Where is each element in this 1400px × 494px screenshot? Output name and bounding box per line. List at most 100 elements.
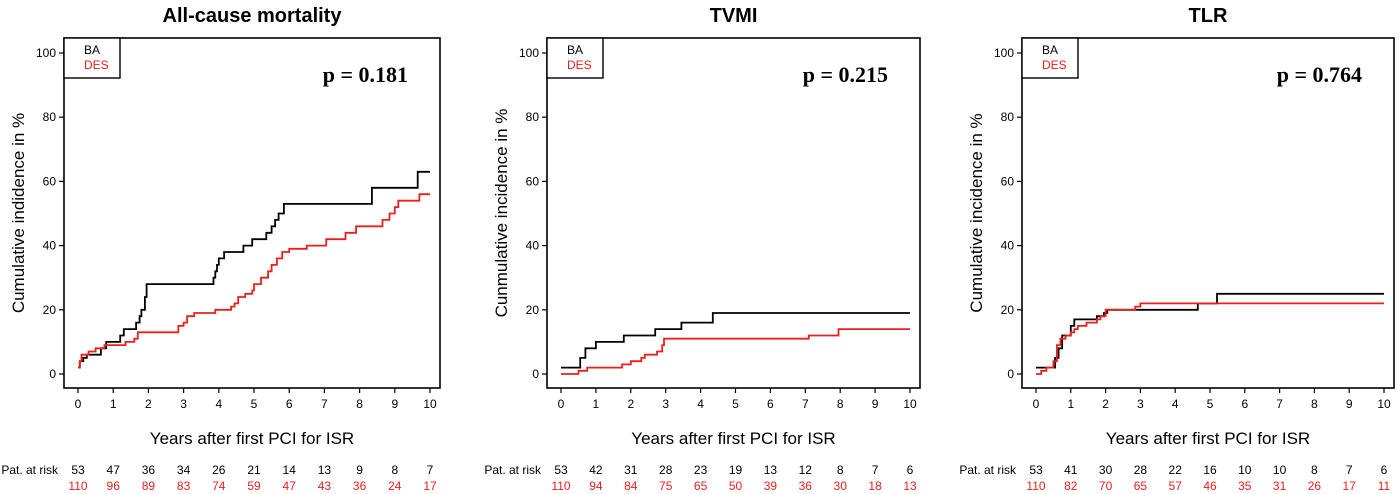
x-tick-label: 8 — [356, 397, 363, 411]
x-tick-label: 6 — [1241, 397, 1248, 411]
series-line-des — [78, 193, 430, 369]
at-risk-des: 47 — [283, 479, 297, 493]
y-tick-label: 0 — [532, 367, 539, 381]
legend-box — [1021, 37, 1079, 79]
x-axis-label: Years after first PCI for ISR — [1106, 429, 1310, 448]
chart-title: TLR — [1189, 5, 1228, 27]
x-tick-label: 6 — [767, 397, 774, 411]
legend-entry-des: DES — [1042, 58, 1067, 72]
at-risk-ba: 22 — [1169, 463, 1183, 477]
x-tick-label: 2 — [145, 397, 152, 411]
x-tick-label: 7 — [1276, 397, 1283, 411]
legend-entry-ba: BA — [1042, 43, 1058, 57]
at-risk-ba: 53 — [71, 463, 85, 477]
p-value: p = 0.215 — [803, 62, 888, 87]
x-tick-label: 1 — [110, 397, 117, 411]
at-risk-ba: 10 — [1273, 463, 1287, 477]
at-risk-ba: 13 — [318, 463, 332, 477]
at-risk-des: 18 — [868, 479, 882, 493]
x-tick-label: 1 — [1067, 397, 1074, 411]
chart-panel-3: TLR 0 20 40 60 80 100 0 1 2 3 4 5 6 7 8 9 10 Years after f… — [959, 5, 1395, 493]
at-risk-ba: 28 — [659, 463, 673, 477]
at-risk-des: 17 — [423, 479, 437, 493]
at-risk-des: 82 — [1064, 479, 1078, 493]
y-axis-label: Cunmulative incidence in % — [492, 109, 511, 318]
x-tick-label: 0 — [75, 397, 82, 411]
x-tick-label: 9 — [391, 397, 398, 411]
x-tick-label: 0 — [1033, 397, 1040, 411]
at-risk-des: 26 — [1308, 479, 1322, 493]
x-tick-label: 1 — [593, 397, 600, 411]
at-risk-des: 57 — [1169, 479, 1183, 493]
y-tick-label: 0 — [49, 367, 56, 381]
y-tick-label: 0 — [1007, 367, 1014, 381]
y-tick-label: 20 — [43, 303, 57, 317]
at-risk-des: 110 — [551, 479, 570, 493]
legend-entry-des: DES — [84, 58, 109, 72]
at-risk-ba: 26 — [212, 463, 226, 477]
at-risk-des: 24 — [388, 479, 402, 493]
x-tick-label: 10 — [423, 397, 437, 411]
plot-frame — [63, 37, 441, 389]
at-risk-ba: 14 — [283, 463, 297, 477]
at-risk-des: 30 — [834, 479, 848, 493]
at-risk-des: 75 — [659, 479, 673, 493]
legend-box — [63, 37, 121, 79]
at-risk-des: 84 — [624, 479, 638, 493]
x-tick-label: 9 — [1346, 397, 1353, 411]
at-risk-ba: 13 — [764, 463, 778, 477]
at-risk-ba: 16 — [1203, 463, 1217, 477]
legend-entry-ba: BA — [567, 43, 583, 57]
y-tick-label: 40 — [526, 239, 540, 253]
legend-entry-ba: BA — [84, 43, 100, 57]
x-tick-label: 3 — [180, 397, 187, 411]
at-risk-des: 46 — [1203, 479, 1217, 493]
at-risk-ba: 8 — [391, 463, 398, 477]
at-risk-des: 110 — [68, 479, 87, 493]
x-tick-label: 3 — [1137, 397, 1144, 411]
at-risk-ba: 12 — [799, 463, 813, 477]
y-tick-label: 100 — [36, 46, 56, 60]
at-risk-ba: 30 — [1099, 463, 1113, 477]
p-value: p = 0.764 — [1277, 62, 1362, 87]
x-tick-label: 10 — [1377, 397, 1391, 411]
at-risk-ba: 41 — [1064, 463, 1078, 477]
at-risk-des: 35 — [1238, 479, 1252, 493]
y-tick-label: 80 — [43, 110, 57, 124]
at-risk-ba: 7 — [872, 463, 879, 477]
x-tick-label: 4 — [1172, 397, 1179, 411]
at-risk-des: 96 — [107, 479, 121, 493]
at-risk-des: 17 — [1343, 479, 1357, 493]
at-risk-des: 50 — [729, 479, 743, 493]
y-tick-label: 40 — [1001, 239, 1015, 253]
at-risk-label: Pat. at risk — [484, 463, 542, 477]
y-tick-label: 60 — [1001, 174, 1015, 188]
at-risk-des: 39 — [764, 479, 778, 493]
x-tick-label: 9 — [872, 397, 879, 411]
y-axis-label: Cumulative incidence in % — [967, 113, 986, 312]
chart-title: TVMI — [710, 5, 758, 27]
at-risk-ba: 53 — [1029, 463, 1043, 477]
at-risk-ba: 19 — [729, 463, 743, 477]
at-risk-des: 83 — [177, 479, 191, 493]
y-tick-label: 80 — [1001, 110, 1015, 124]
at-risk-ba: 8 — [1311, 463, 1318, 477]
x-tick-label: 10 — [903, 397, 917, 411]
x-tick-label: 2 — [627, 397, 634, 411]
p-value: p = 0.181 — [323, 62, 408, 87]
at-risk-des: 11 — [1378, 479, 1391, 493]
legend-box — [546, 37, 604, 79]
x-tick-label: 7 — [321, 397, 328, 411]
at-risk-des: 110 — [1026, 479, 1045, 493]
chart-title: All-cause mortality — [163, 5, 343, 27]
y-tick-label: 100 — [994, 46, 1014, 60]
at-risk-ba: 8 — [837, 463, 844, 477]
at-risk-des: 65 — [1134, 479, 1148, 493]
at-risk-ba: 31 — [624, 463, 638, 477]
x-tick-label: 5 — [1207, 397, 1214, 411]
at-risk-ba: 36 — [142, 463, 156, 477]
x-tick-label: 3 — [662, 397, 669, 411]
at-risk-des: 43 — [318, 479, 332, 493]
x-tick-label: 7 — [802, 397, 809, 411]
y-tick-label: 60 — [526, 174, 540, 188]
